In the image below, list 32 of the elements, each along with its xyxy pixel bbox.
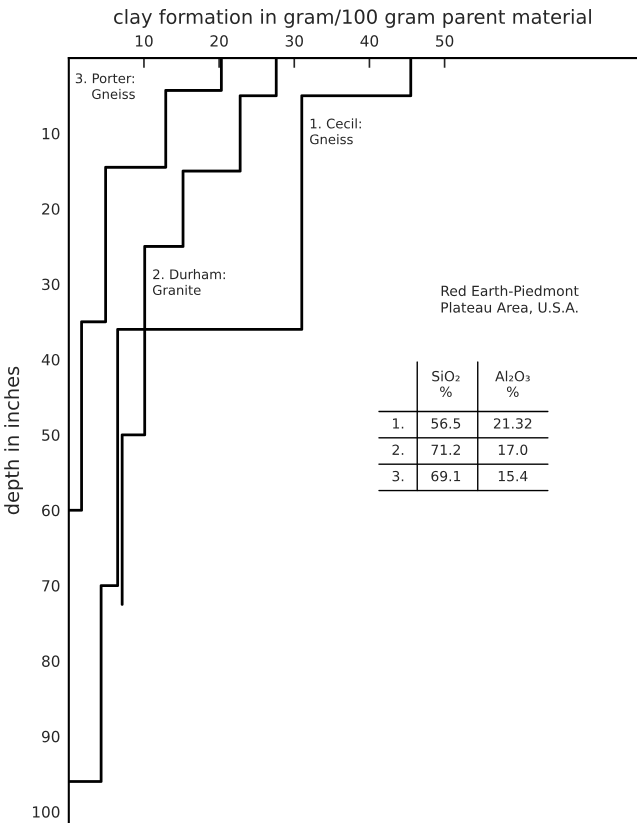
x-tick-label: 30 bbox=[286, 35, 303, 47]
y-tick-label: 100 bbox=[32, 806, 60, 818]
annotation: 69.1 bbox=[431, 470, 460, 482]
annotation: 17.0 bbox=[498, 444, 528, 456]
text: 3. Porter: Gneiss bbox=[76, 73, 135, 100]
y-tick-label: 20 bbox=[42, 203, 60, 215]
annotation: 15.4 bbox=[498, 471, 528, 482]
series-label: 2. Durham: Granite bbox=[152, 269, 225, 296]
x-axis-title: clay formation in gram/100 gram parent material bbox=[114, 9, 591, 28]
y-tick-label: 60 bbox=[42, 504, 60, 516]
x-tick-label: 50 bbox=[436, 35, 454, 47]
annotation: SiO₂ % bbox=[432, 370, 460, 397]
series-label: 1. Cecil: Gneiss bbox=[310, 118, 361, 144]
x-tick-label: 40 bbox=[360, 35, 378, 47]
x-tick-label: 20 bbox=[210, 35, 228, 47]
y-tick-label: 30 bbox=[42, 278, 60, 290]
annotation: Al₂O₃ % bbox=[495, 370, 530, 397]
annotation: 2. bbox=[392, 444, 404, 455]
annotation: 71.2 bbox=[432, 444, 460, 455]
annotation: 56.5 bbox=[432, 418, 460, 429]
y-tick-label: 90 bbox=[42, 730, 60, 742]
y-tick-label: 10 bbox=[42, 128, 60, 140]
y-tick-label: 80 bbox=[42, 655, 60, 667]
x-tick-label: 10 bbox=[136, 35, 153, 47]
y-tick-label: 70 bbox=[42, 580, 60, 592]
annotation: 1. bbox=[393, 418, 404, 428]
y-tick-label: 40 bbox=[42, 354, 60, 366]
y-axis-title: depth in inches bbox=[4, 366, 23, 514]
annotation: 21.32 bbox=[494, 418, 532, 429]
annotation: 3. bbox=[392, 470, 404, 482]
annotation: Red Earth-Piedmont Plateau Area, U.S.A. bbox=[442, 285, 579, 314]
y-tick-label: 50 bbox=[42, 429, 60, 441]
